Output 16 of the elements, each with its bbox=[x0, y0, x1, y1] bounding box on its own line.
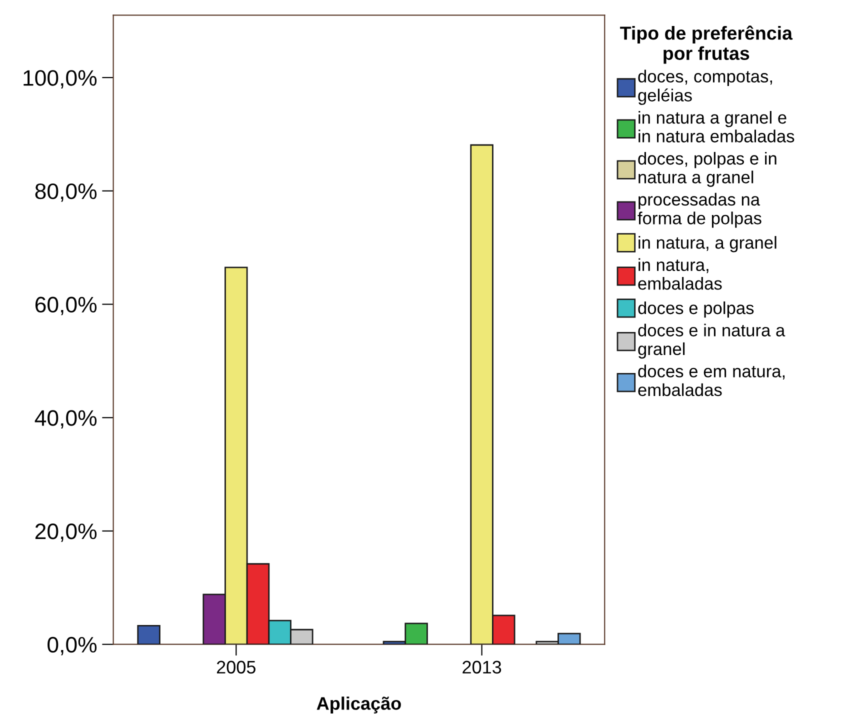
legend-label: in natura, embaladas bbox=[638, 258, 722, 290]
legend-label: doces e em natura, embaladas bbox=[638, 364, 785, 396]
y-tick-label: 60,0% bbox=[35, 296, 97, 316]
y-tick-label: 40,0% bbox=[34, 410, 97, 429]
legend-label: processadas na forma de polpas bbox=[638, 192, 762, 228]
x-tick-label: 2005 bbox=[216, 660, 256, 674]
y-tick-label: 100,0% bbox=[24, 70, 97, 88]
x-axis-title: Aplicação bbox=[316, 696, 401, 714]
legend-label: in natura, a granel bbox=[638, 236, 776, 252]
x-tick-label: 2013 bbox=[462, 660, 502, 674]
y-tick-label: 0,0% bbox=[48, 636, 97, 656]
legend-label: doces e polpas bbox=[638, 301, 754, 318]
bar bbox=[137, 624, 160, 644]
legend-title: Tipo de preferência por frutas bbox=[620, 26, 793, 64]
y-tick-label: 20,0% bbox=[35, 524, 97, 542]
y-tick-label: 80,0% bbox=[35, 183, 97, 202]
